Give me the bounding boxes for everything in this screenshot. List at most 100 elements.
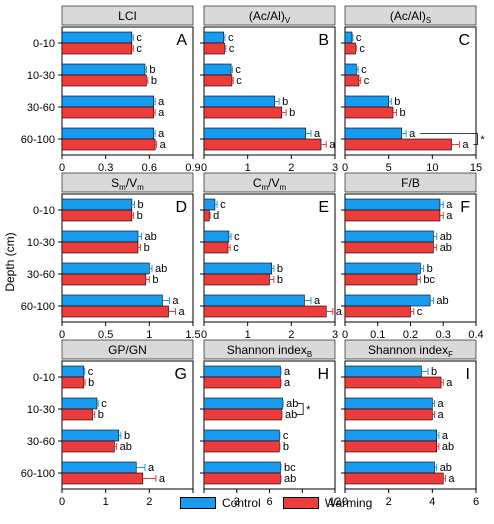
data-label-control: c <box>283 430 289 442</box>
x-tick-label: 12 <box>329 496 341 508</box>
data-label-warming: ab <box>442 441 454 453</box>
data-label-control: a <box>148 462 155 474</box>
bar-control <box>61 31 133 44</box>
plot-frame <box>344 26 477 156</box>
bar-warming <box>61 376 85 389</box>
bar-control <box>203 429 280 442</box>
panel-header <box>344 5 477 26</box>
bar-warming <box>61 440 115 453</box>
bar-warming <box>344 241 434 254</box>
x-tick-label: 0 <box>59 496 65 508</box>
bar-warming <box>203 440 280 453</box>
bar-control <box>344 365 422 378</box>
bar-warming <box>344 440 437 453</box>
data-label-warming: b <box>400 107 406 119</box>
data-label-warming: a <box>159 473 166 485</box>
bar-control <box>61 461 137 474</box>
panel-letter: F <box>460 199 470 216</box>
data-label-control: a <box>158 128 165 140</box>
data-label-control: b <box>149 64 155 76</box>
bar-warming <box>61 305 169 318</box>
data-label-warming: c <box>233 242 239 254</box>
bar-control <box>344 31 353 44</box>
data-label-warming: a <box>329 139 336 151</box>
panel-letter: H <box>317 366 329 383</box>
bar-warming <box>61 472 144 485</box>
data-label-warming: b <box>152 274 158 286</box>
data-label-control: a <box>314 128 321 140</box>
significance-mark: * <box>480 134 485 146</box>
bar-warming <box>61 106 154 119</box>
data-label-warming: ab <box>285 409 297 421</box>
bar-control <box>344 429 437 442</box>
data-label-control: c <box>136 32 142 44</box>
data-label-warming: a <box>448 473 455 485</box>
data-label-warming: b <box>88 377 94 389</box>
data-label-control: a <box>158 96 165 108</box>
bar-control <box>61 294 163 307</box>
panel-title: Cm/Vm <box>253 176 287 192</box>
x-tick-label: 6 <box>473 496 479 508</box>
bar-warming <box>203 42 225 55</box>
bar-warming <box>203 472 281 485</box>
bar-control <box>203 95 276 108</box>
y-tick-label: 10-30 <box>27 237 55 249</box>
data-label-warming: a <box>462 139 469 151</box>
panel-letter: D <box>175 199 187 216</box>
bar-warming <box>203 376 281 389</box>
bar-control <box>344 397 433 410</box>
bar-control <box>61 429 120 442</box>
x-tick-label: 0.3 <box>98 162 113 174</box>
data-label-control: ab <box>440 462 452 474</box>
panel-letter: I <box>466 366 470 383</box>
panel-header <box>61 172 194 193</box>
bar-warming <box>203 106 283 119</box>
data-label-warming: a <box>336 306 343 318</box>
legend-label-warming: Warming <box>324 496 373 510</box>
panel-header <box>203 339 336 360</box>
data-label-control: a <box>409 128 416 140</box>
data-label-control: ab <box>286 398 298 410</box>
bar-control <box>203 198 216 211</box>
significance-bracket <box>420 133 478 145</box>
legend-item-control: Control <box>180 496 261 510</box>
bar-control <box>203 461 281 474</box>
panel-header <box>61 5 194 26</box>
data-label-warming: c <box>359 43 365 55</box>
data-label-control: c <box>361 64 367 76</box>
data-label-control: c <box>234 231 240 243</box>
x-tick-label: 0 <box>201 329 207 341</box>
x-tick-label: 0.2 <box>403 329 418 341</box>
data-label-warming: ab <box>284 473 296 485</box>
data-label-warming: a <box>446 377 453 389</box>
data-label-warming: d <box>213 210 219 222</box>
x-tick-label: 3 <box>332 162 338 174</box>
data-label-control: a <box>172 295 179 307</box>
bar-control <box>61 397 98 410</box>
x-tick-label: 5 <box>386 162 392 174</box>
data-label-control: b <box>282 96 288 108</box>
bar-control <box>61 63 146 76</box>
x-tick-label: 0.3 <box>436 329 451 341</box>
legend-label-control: Control <box>222 496 261 510</box>
x-tick-label: 6 <box>266 496 272 508</box>
x-tick-label: 1 <box>245 162 251 174</box>
data-label-control: b <box>394 96 400 108</box>
bar-warming <box>344 408 433 421</box>
data-label-warming: c <box>236 75 242 87</box>
plot-frame <box>203 26 336 156</box>
bar-warming <box>344 138 452 151</box>
bar-warming <box>61 408 93 421</box>
bar-warming <box>344 472 444 485</box>
data-label-control: b <box>137 199 143 211</box>
legend: Control Warming <box>180 496 372 510</box>
data-label-warming: a <box>446 210 453 222</box>
bar-control <box>344 63 357 76</box>
bar-control <box>344 461 435 474</box>
bar-control <box>344 198 441 211</box>
